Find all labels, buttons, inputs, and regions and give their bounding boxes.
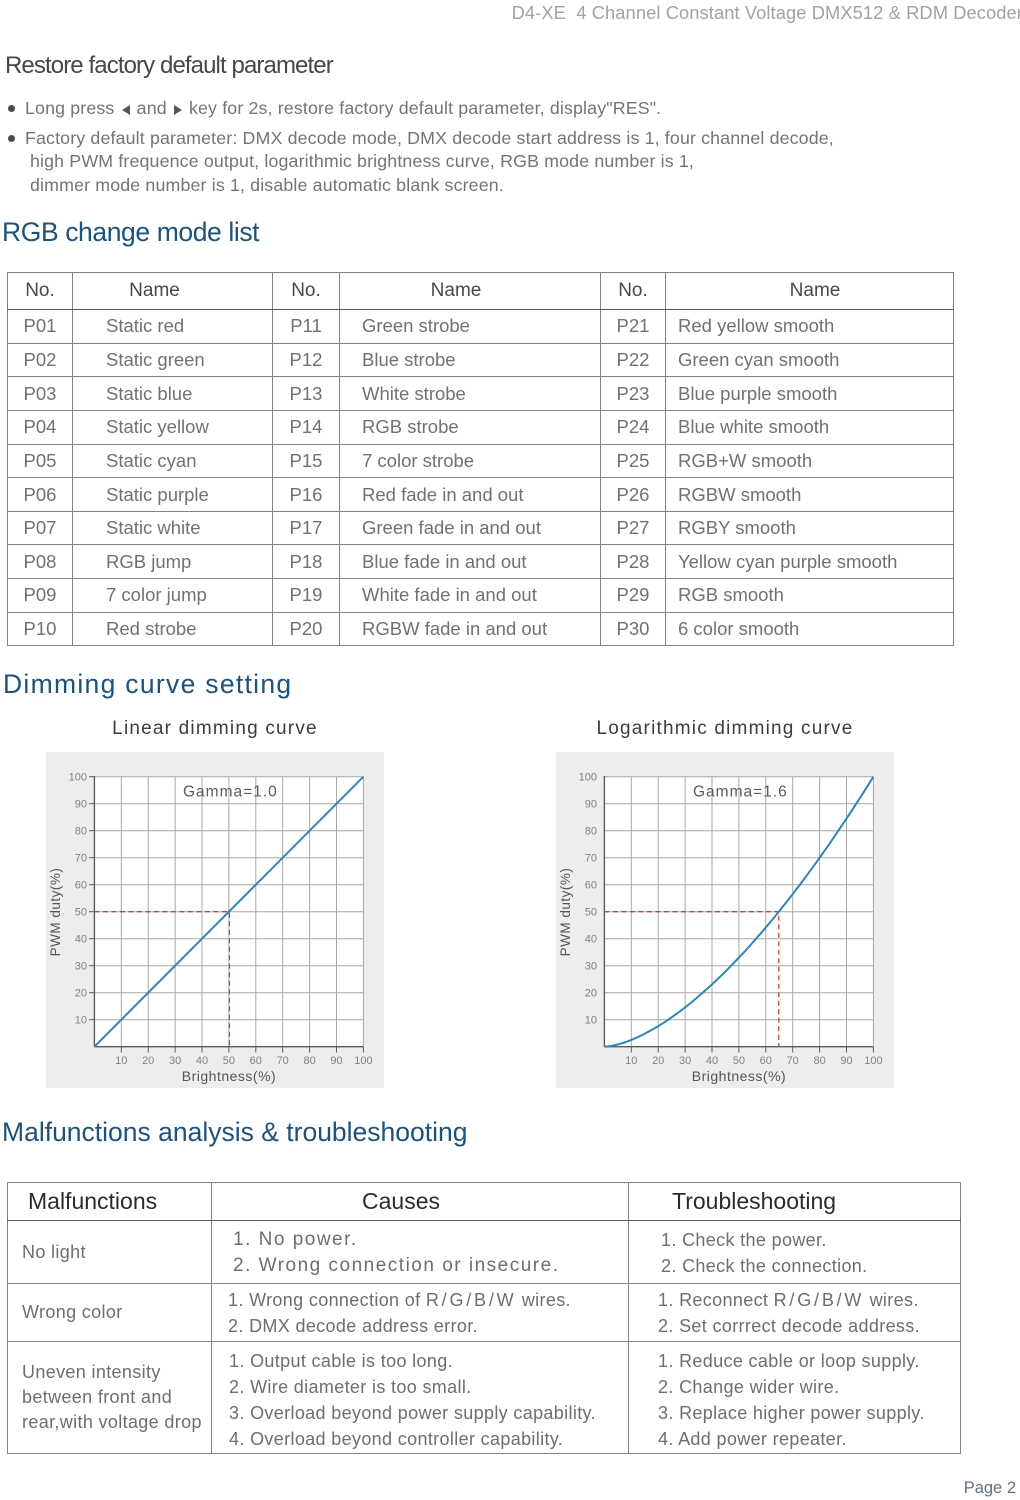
svg-text:PWM duty(%): PWM duty(%) (558, 868, 573, 957)
svg-text:10: 10 (115, 1055, 127, 1067)
svg-text:30: 30 (679, 1055, 691, 1067)
svg-text:60: 60 (760, 1055, 772, 1067)
svg-text:Brightness(%): Brightness(%) (182, 1068, 276, 1084)
svg-text:10: 10 (75, 1015, 87, 1027)
svg-text:50: 50 (223, 1055, 235, 1067)
svg-text:50: 50 (585, 907, 597, 919)
svg-text:90: 90 (840, 1055, 852, 1067)
svg-text:20: 20 (142, 1055, 154, 1067)
svg-text:20: 20 (652, 1055, 664, 1067)
svg-text:50: 50 (75, 907, 87, 919)
svg-text:70: 70 (585, 853, 597, 865)
svg-text:20: 20 (585, 988, 597, 1000)
svg-text:100: 100 (864, 1055, 882, 1067)
svg-text:80: 80 (813, 1055, 825, 1067)
svg-text:Brightness(%): Brightness(%) (692, 1068, 786, 1084)
svg-text:80: 80 (303, 1055, 315, 1067)
svg-text:70: 70 (75, 853, 87, 865)
svg-text:40: 40 (75, 934, 87, 946)
svg-text:100: 100 (69, 772, 87, 784)
svg-text:80: 80 (75, 826, 87, 838)
svg-text:60: 60 (585, 880, 597, 892)
svg-text:10: 10 (585, 1015, 597, 1027)
svg-text:Gamma=1.6: Gamma=1.6 (693, 784, 788, 801)
svg-text:40: 40 (196, 1055, 208, 1067)
svg-text:70: 70 (277, 1055, 289, 1067)
svg-text:90: 90 (585, 799, 597, 811)
svg-text:Gamma=1.0: Gamma=1.0 (183, 784, 278, 801)
svg-text:70: 70 (787, 1055, 799, 1067)
svg-text:100: 100 (579, 772, 597, 784)
svg-text:100: 100 (354, 1055, 372, 1067)
svg-text:PWM duty(%): PWM duty(%) (48, 868, 63, 957)
svg-text:60: 60 (250, 1055, 262, 1067)
svg-text:30: 30 (169, 1055, 181, 1067)
svg-text:10: 10 (625, 1055, 637, 1067)
svg-text:90: 90 (75, 799, 87, 811)
svg-text:50: 50 (733, 1055, 745, 1067)
svg-text:40: 40 (706, 1055, 718, 1067)
svg-text:90: 90 (330, 1055, 342, 1067)
svg-text:60: 60 (75, 880, 87, 892)
svg-text:30: 30 (585, 961, 597, 973)
svg-text:40: 40 (585, 934, 597, 946)
svg-text:20: 20 (75, 988, 87, 1000)
svg-text:80: 80 (585, 826, 597, 838)
svg-text:30: 30 (75, 961, 87, 973)
